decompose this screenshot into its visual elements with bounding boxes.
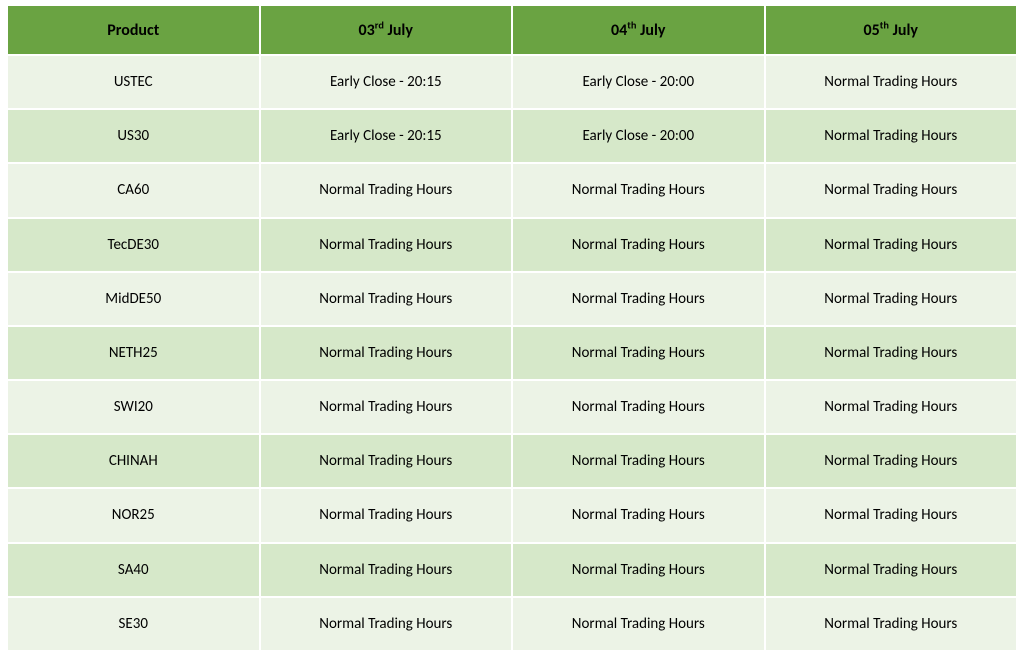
product-cell: CA60 (8, 164, 259, 216)
hours-cell: Normal Trading Hours (513, 381, 764, 433)
day-number: 03 (359, 21, 375, 40)
product-cell: TecDE30 (8, 219, 259, 271)
header-row: Product 03rd July 04th July 05th July (8, 6, 1016, 54)
hours-cell: Normal Trading Hours (261, 489, 512, 541)
hours-cell: Early Close - 20:15 (261, 110, 512, 162)
col-header-date-1: 03rd July (261, 6, 512, 54)
day-number: 04 (611, 21, 627, 40)
table-row: SE30Normal Trading HoursNormal Trading H… (8, 598, 1016, 650)
product-cell: CHINAH (8, 435, 259, 487)
product-cell: US30 (8, 110, 259, 162)
hours-cell: Normal Trading Hours (513, 164, 764, 216)
hours-cell: Normal Trading Hours (513, 544, 764, 596)
product-cell: SE30 (8, 598, 259, 650)
table-row: TecDE30Normal Trading HoursNormal Tradin… (8, 219, 1016, 271)
col-header-date-3: 05th July (766, 6, 1017, 54)
hours-cell: Normal Trading Hours (766, 598, 1017, 650)
hours-cell: Early Close - 20:15 (261, 56, 512, 108)
month: July (388, 21, 413, 40)
hours-cell: Normal Trading Hours (766, 56, 1017, 108)
hours-cell: Normal Trading Hours (261, 544, 512, 596)
product-cell: NETH25 (8, 327, 259, 379)
hours-cell: Normal Trading Hours (766, 381, 1017, 433)
hours-cell: Normal Trading Hours (513, 219, 764, 271)
table-row: NETH25Normal Trading HoursNormal Trading… (8, 327, 1016, 379)
table-row: SA40Normal Trading HoursNormal Trading H… (8, 544, 1016, 596)
ordinal-suffix: th (627, 18, 636, 31)
hours-cell: Normal Trading Hours (766, 219, 1017, 271)
hours-cell: Early Close - 20:00 (513, 110, 764, 162)
hours-cell: Normal Trading Hours (513, 327, 764, 379)
hours-cell: Normal Trading Hours (261, 273, 512, 325)
col-header-product: Product (8, 6, 259, 54)
hours-cell: Normal Trading Hours (261, 435, 512, 487)
col-header-date-2: 04th July (513, 6, 764, 54)
table-body: USTECEarly Close - 20:15Early Close - 20… (8, 56, 1016, 650)
product-cell: NOR25 (8, 489, 259, 541)
table-row: CHINAHNormal Trading HoursNormal Trading… (8, 435, 1016, 487)
hours-cell: Normal Trading Hours (766, 164, 1017, 216)
table-row: USTECEarly Close - 20:15Early Close - 20… (8, 56, 1016, 108)
product-cell: USTEC (8, 56, 259, 108)
product-cell: SA40 (8, 544, 259, 596)
hours-cell: Normal Trading Hours (261, 598, 512, 650)
product-cell: MidDE50 (8, 273, 259, 325)
table-row: CA60Normal Trading HoursNormal Trading H… (8, 164, 1016, 216)
hours-cell: Normal Trading Hours (766, 327, 1017, 379)
hours-cell: Normal Trading Hours (261, 219, 512, 271)
hours-cell: Normal Trading Hours (261, 327, 512, 379)
hours-cell: Normal Trading Hours (261, 381, 512, 433)
trading-hours-table: Product 03rd July 04th July 05th July US… (6, 4, 1018, 652)
hours-cell: Normal Trading Hours (766, 489, 1017, 541)
table-row: MidDE50Normal Trading HoursNormal Tradin… (8, 273, 1016, 325)
hours-cell: Early Close - 20:00 (513, 56, 764, 108)
day-number: 05 (864, 21, 880, 40)
hours-cell: Normal Trading Hours (766, 435, 1017, 487)
hours-cell: Normal Trading Hours (513, 273, 764, 325)
month: July (893, 21, 918, 40)
month: July (640, 21, 665, 40)
hours-cell: Normal Trading Hours (766, 110, 1017, 162)
ordinal-suffix: rd (375, 18, 384, 31)
hours-cell: Normal Trading Hours (513, 598, 764, 650)
hours-cell: Normal Trading Hours (513, 435, 764, 487)
ordinal-suffix: th (880, 18, 889, 31)
table-row: US30Early Close - 20:15Early Close - 20:… (8, 110, 1016, 162)
table-row: NOR25Normal Trading HoursNormal Trading … (8, 489, 1016, 541)
hours-cell: Normal Trading Hours (766, 273, 1017, 325)
product-cell: SWI20 (8, 381, 259, 433)
hours-cell: Normal Trading Hours (766, 544, 1017, 596)
hours-cell: Normal Trading Hours (261, 164, 512, 216)
hours-cell: Normal Trading Hours (513, 489, 764, 541)
table-row: SWI20Normal Trading HoursNormal Trading … (8, 381, 1016, 433)
